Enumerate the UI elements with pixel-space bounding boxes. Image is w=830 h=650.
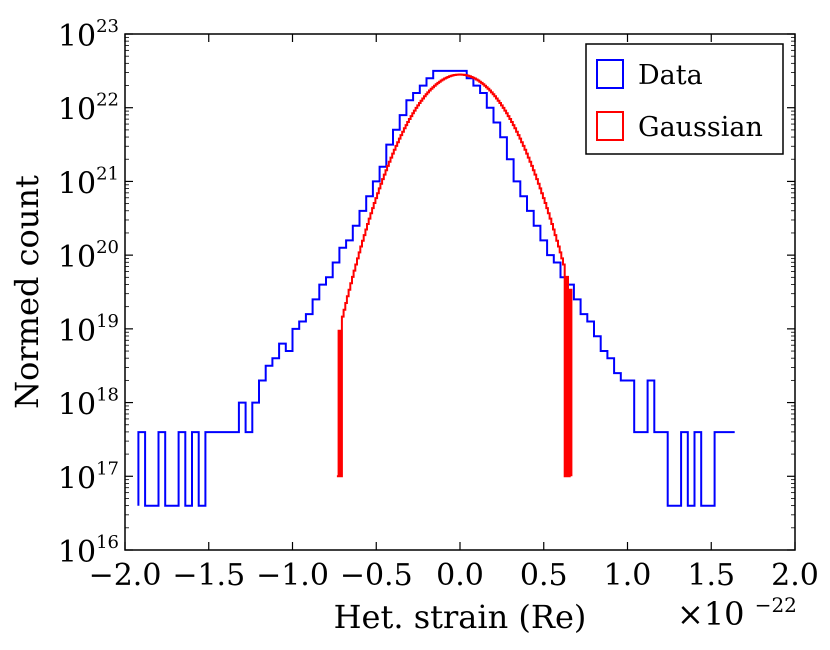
- y-tick-exponent: 18: [96, 385, 119, 406]
- axis-ticks: −2.0 −1.5 −1.0 −0.5 0.0 0.5 1.0 1.5 2.0101610171…: [58, 16, 819, 593]
- x-axis-title: Het. strain (Re): [334, 598, 587, 636]
- legend-box: [585, 43, 784, 155]
- y-tick-base: 10: [58, 240, 96, 275]
- x-tick-label: 1.5: [687, 558, 735, 593]
- y-tick-label: 1019: [58, 311, 119, 349]
- y-tick-label: 1021: [58, 163, 119, 201]
- series-data-histogram: [137, 69, 735, 507]
- y-tick-label: 1018: [58, 385, 119, 423]
- y-tick-label: 1017: [58, 458, 119, 496]
- y-axis-title: Normed count: [8, 175, 46, 409]
- y-tick-label: 1016: [58, 532, 119, 570]
- y-tick-base: 10: [58, 314, 96, 349]
- legend-swatch-data: [596, 59, 624, 89]
- y-tick-label: 1023: [58, 16, 119, 54]
- series-gaussian-histogram: [336, 73, 573, 478]
- x-tick-label: −1.0: [256, 558, 329, 593]
- x-tick-label: −0.5: [340, 558, 413, 593]
- y-tick-exponent: 16: [96, 532, 119, 553]
- x-tick-label: −1.5: [172, 558, 245, 593]
- legend-swatch-gaussian: [596, 111, 624, 141]
- x-axis-multiplier-exponent: −22: [755, 593, 797, 617]
- y-tick-label: 1022: [58, 90, 119, 128]
- y-tick-exponent: 22: [96, 90, 119, 111]
- y-tick-base: 10: [58, 166, 96, 201]
- plot-marks: [137, 69, 735, 507]
- y-tick-base: 10: [58, 461, 96, 496]
- legend-label-gaussian: Gaussian: [638, 112, 763, 143]
- y-tick-label: 1020: [58, 237, 119, 275]
- legend: Data Gaussian: [585, 43, 784, 155]
- y-tick-exponent: 19: [96, 311, 119, 332]
- x-tick-label: 0.0: [436, 558, 484, 593]
- y-tick-exponent: 17: [96, 458, 119, 479]
- y-tick-exponent: 21: [96, 163, 119, 184]
- y-tick-base: 10: [58, 388, 96, 423]
- x-tick-label: 0.5: [520, 558, 568, 593]
- x-axis-multiplier: ×10 −22: [677, 593, 797, 633]
- y-tick-base: 10: [58, 19, 96, 54]
- y-tick-exponent: 20: [96, 237, 119, 258]
- legend-label-data: Data: [638, 60, 703, 91]
- y-tick-exponent: 23: [96, 16, 119, 37]
- y-tick-base: 10: [58, 93, 96, 128]
- y-tick-base: 10: [58, 535, 96, 570]
- x-axis-multiplier-base: ×10: [677, 595, 745, 633]
- x-tick-label: −2.0: [89, 558, 162, 593]
- x-tick-label: 1.0: [604, 558, 652, 593]
- x-tick-label: 2.0: [771, 558, 819, 593]
